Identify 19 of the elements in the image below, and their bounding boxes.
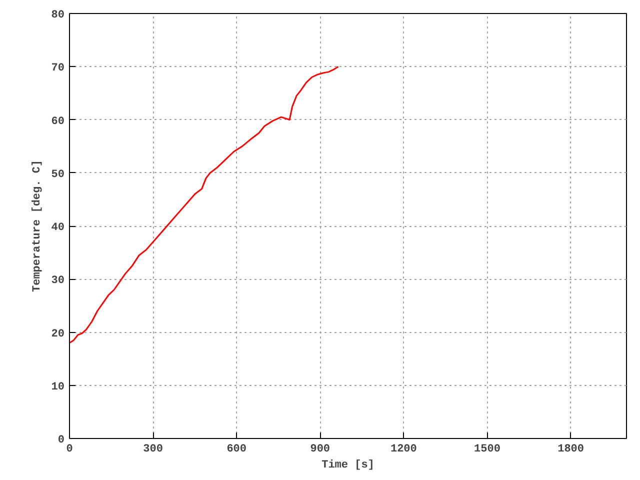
x-tick-label: 1500 [474, 444, 500, 456]
y-tick-label: 0 [58, 434, 65, 446]
x-tick-label: 900 [310, 444, 330, 456]
y-tick-label: 50 [51, 168, 64, 181]
y-tick-label: 60 [51, 116, 64, 128]
y-tick-label: 20 [51, 328, 64, 340]
y-tick-label: 10 [51, 381, 64, 394]
x-tick-label: 300 [143, 444, 163, 456]
x-tick-label: 1800 [558, 444, 584, 456]
x-axis-title: Time [s] [322, 460, 374, 472]
y-tick-label: 30 [51, 275, 64, 288]
y-tick-label: 40 [51, 222, 64, 234]
y-tick-label: 70 [51, 62, 64, 75]
x-tick-label: 600 [226, 444, 247, 456]
line-series [70, 66, 340, 344]
y-axis-title: Temperature [deg. C] [31, 160, 44, 292]
x-tick-label: 1200 [390, 444, 417, 456]
x-tick-label: 0 [66, 444, 73, 456]
y-tick-label: 80 [51, 10, 64, 22]
